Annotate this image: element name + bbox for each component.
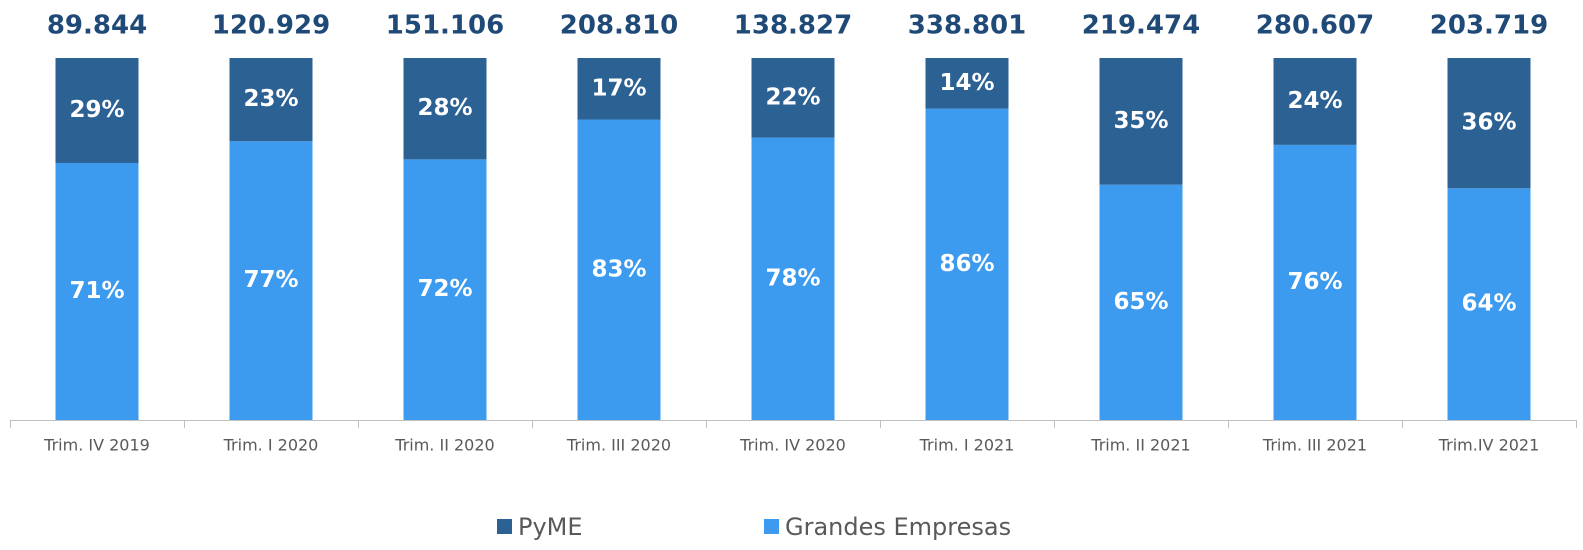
total-label: 151.106 (386, 11, 504, 41)
bar-segment (751, 137, 835, 420)
data-label: 17% (591, 75, 646, 101)
data-label: 83% (591, 256, 646, 282)
bar-segment (925, 108, 1009, 421)
legend-swatch (764, 519, 779, 534)
x-tick-label: Trim. III 2020 (566, 436, 671, 455)
total-label: 120.929 (212, 11, 330, 41)
data-label: 86% (939, 251, 994, 277)
legend-swatch (497, 519, 512, 534)
bar-segment (403, 58, 487, 160)
data-label: 24% (1287, 88, 1342, 114)
bar-segment (1273, 144, 1357, 420)
data-label: 77% (243, 267, 298, 293)
bar-segment (229, 58, 313, 142)
x-tick-label: Trim. IV 2020 (739, 436, 846, 455)
x-tick-label: Trim. II 2020 (394, 436, 494, 455)
data-label: 28% (417, 95, 472, 121)
bar-segment (577, 58, 661, 120)
data-label: 14% (939, 70, 994, 96)
bar-segment (55, 162, 139, 421)
bar-segment (751, 58, 835, 138)
data-label: 78% (765, 265, 820, 291)
data-label: 72% (417, 276, 472, 302)
data-label: 65% (1113, 289, 1168, 315)
x-tick-label: Trim.IV 2021 (1438, 436, 1540, 455)
bar-segment (1447, 188, 1531, 420)
x-tick-label: Trim. I 2020 (223, 436, 319, 455)
bar-segment (1447, 58, 1531, 189)
total-label: 203.719 (1430, 11, 1548, 41)
bar-segment (403, 159, 487, 421)
data-label: 71% (69, 278, 124, 304)
x-tick-label: Trim. IV 2019 (43, 436, 150, 455)
bar-segment (925, 58, 1009, 109)
bar-segment (55, 58, 139, 163)
data-label: 35% (1113, 108, 1168, 134)
total-label: 89.844 (47, 11, 147, 41)
total-label: 138.827 (734, 11, 852, 41)
data-label: 76% (1287, 269, 1342, 295)
data-label: 23% (243, 86, 298, 112)
data-label: 64% (1461, 291, 1516, 317)
total-label: 280.607 (1256, 11, 1374, 41)
total-label: 219.474 (1082, 11, 1200, 41)
bar-segment (1273, 58, 1357, 145)
data-label: 36% (1461, 110, 1516, 136)
total-label: 208.810 (560, 11, 678, 41)
x-tick-label: Trim. III 2021 (1262, 436, 1367, 455)
total-label: 338.801 (908, 11, 1026, 41)
bar-segment (1099, 184, 1183, 420)
bar-segment (1099, 58, 1183, 185)
legend-label: PyME (518, 513, 583, 541)
data-label: 29% (69, 97, 124, 123)
bar-segment (229, 141, 313, 420)
bar-segment (577, 119, 661, 420)
data-label: 22% (765, 84, 820, 110)
legend-label: Grandes Empresas (785, 513, 1011, 541)
x-tick-label: Trim. I 2021 (919, 436, 1015, 455)
x-tick-label: Trim. II 2021 (1090, 436, 1190, 455)
